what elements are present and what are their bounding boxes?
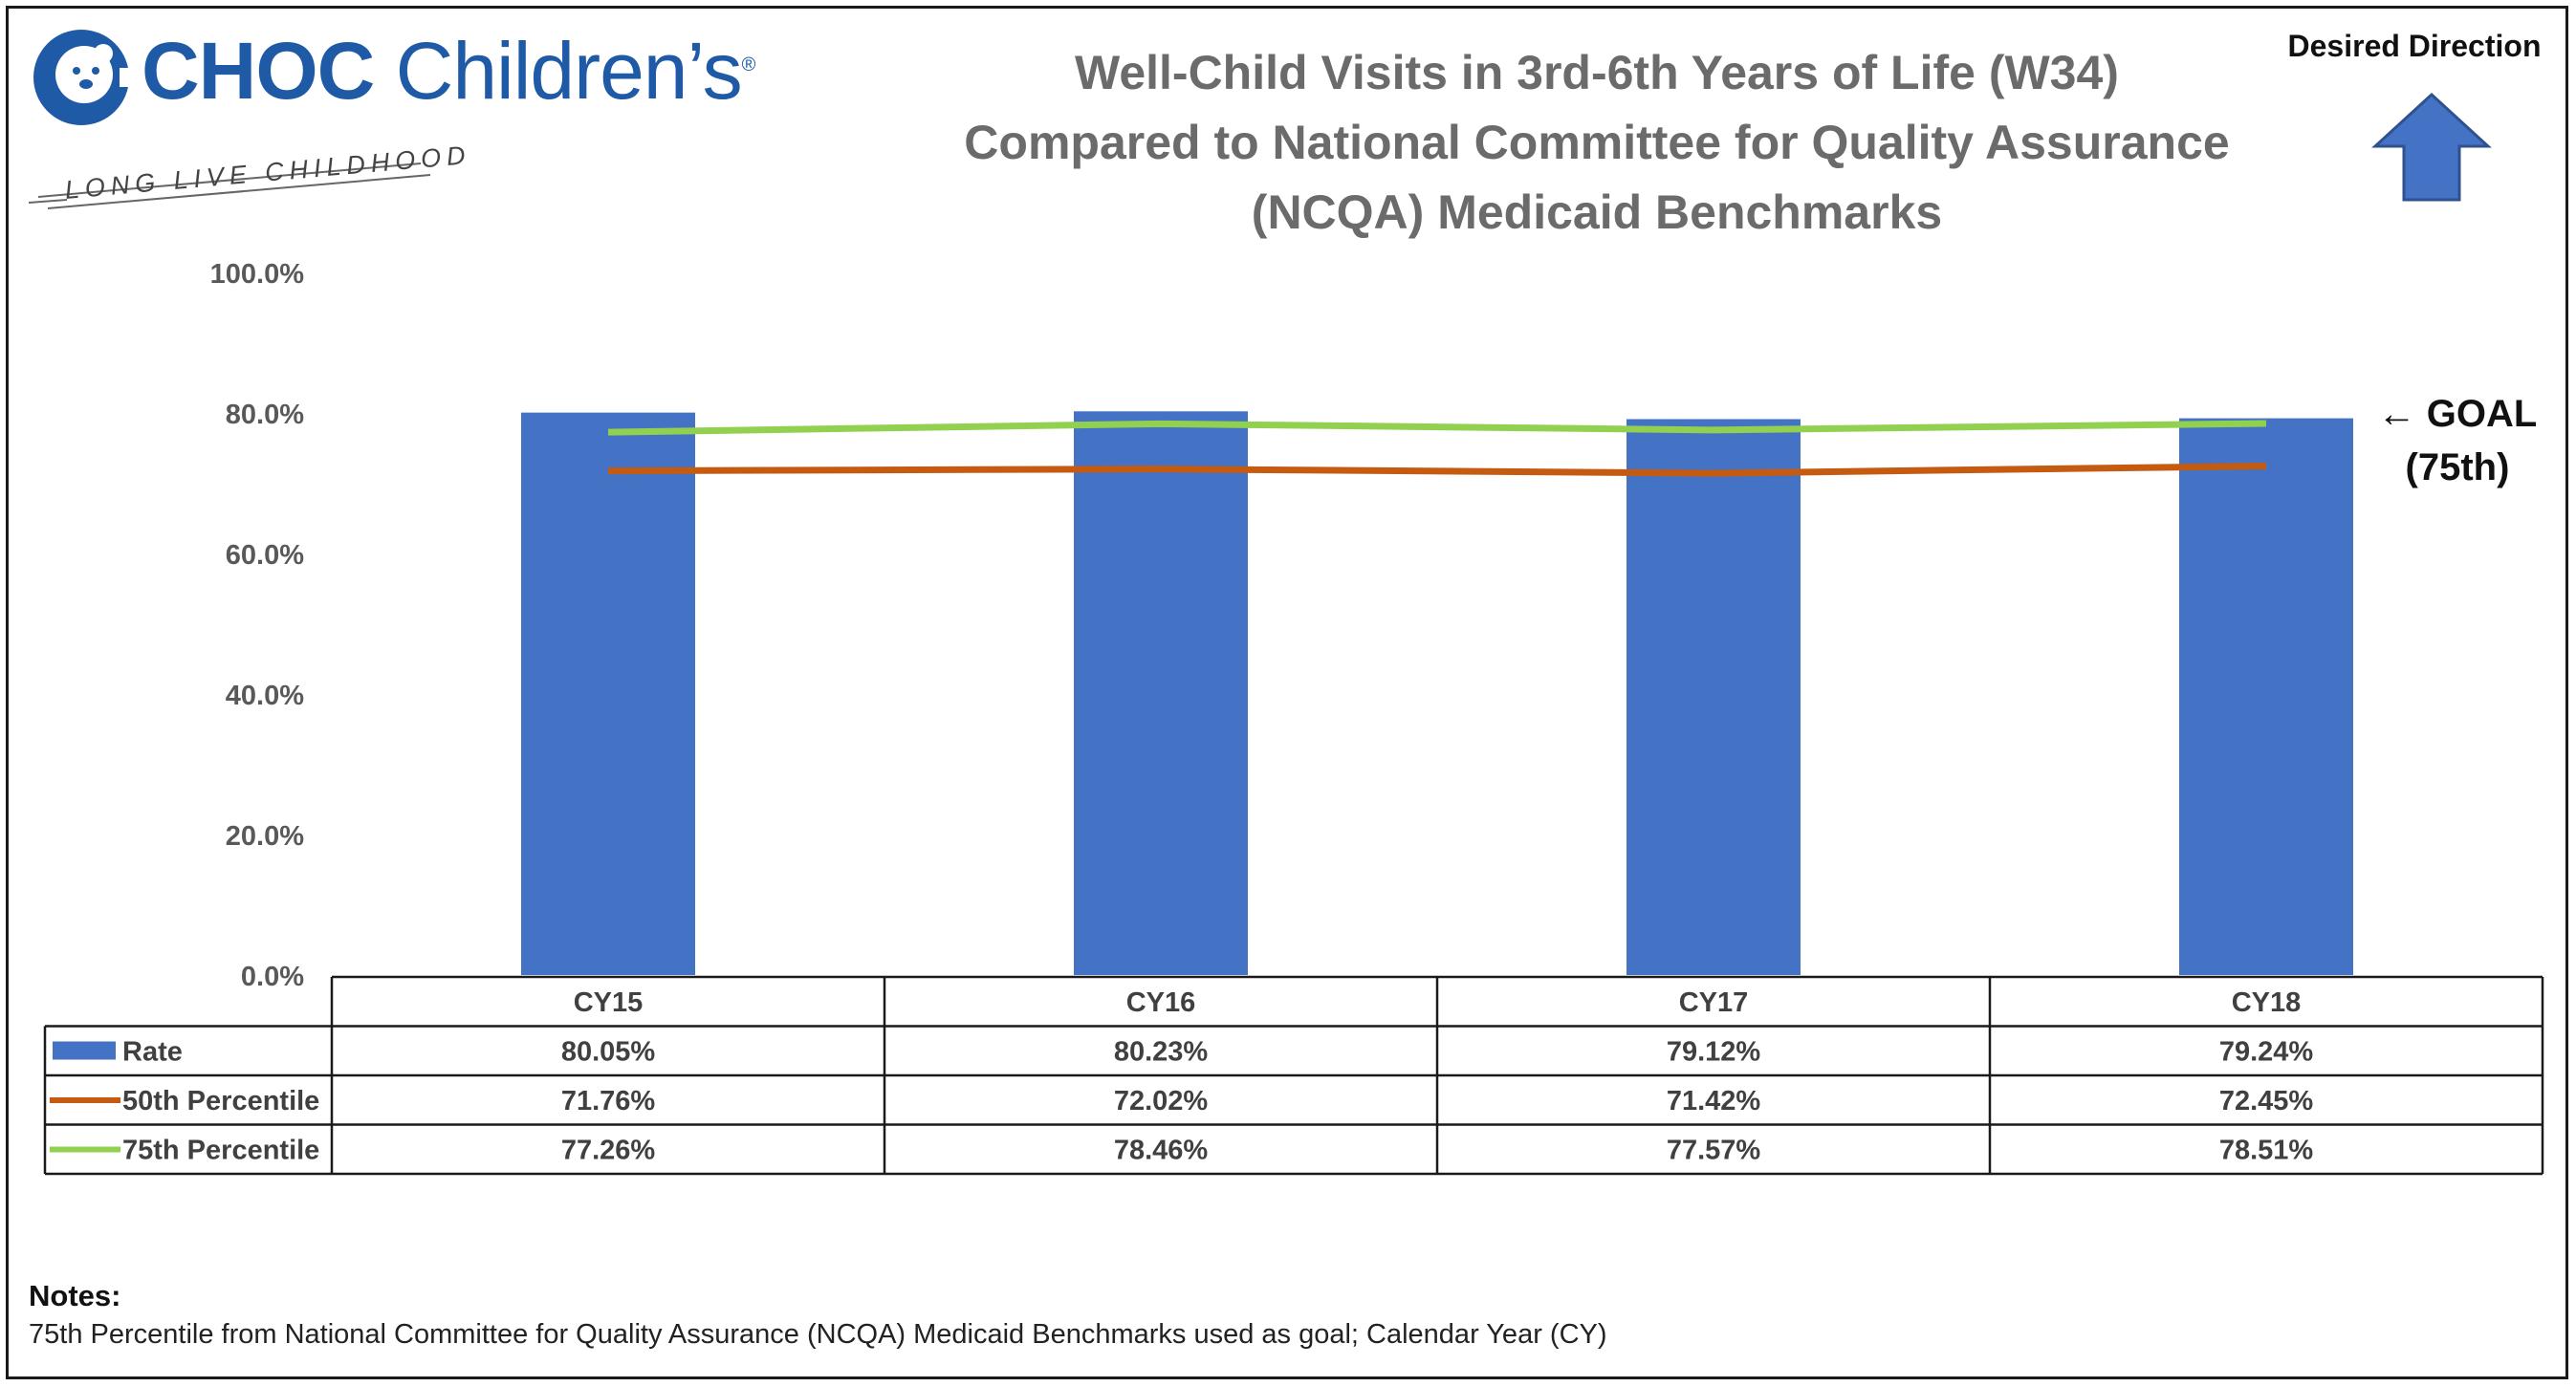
- y-tick-label: 80.0%: [226, 400, 304, 430]
- data-table-value: 71.42%: [1667, 1086, 1761, 1116]
- desired-direction-label: Desired Direction: [2287, 29, 2542, 63]
- y-tick-label: 40.0%: [226, 681, 304, 711]
- legend-label: 75th Percentile: [122, 1136, 319, 1166]
- data-table-value: 78.51%: [2219, 1136, 2314, 1166]
- data-table-value: 80.23%: [1114, 1037, 1209, 1068]
- brand-name: CHOC Children’s®: [142, 25, 756, 118]
- title-line-2: Compared to National Committee for Quali…: [964, 116, 2230, 169]
- data-table-value: 79.24%: [2219, 1037, 2314, 1068]
- brand-bold: CHOC: [142, 26, 375, 116]
- choc-logo: CHOC Children’s® LONG LIVE CHILDHOOD: [29, 15, 870, 226]
- x-category-label: CY15: [574, 987, 644, 1018]
- up-arrow-icon: [2371, 92, 2492, 202]
- y-tick-label: 100.0%: [210, 259, 305, 290]
- chart-plot: 0.0% 20.0% 40.0% 60.0% 80.0% 100.0% CY15 CY16 CY…: [43, 259, 2544, 1176]
- choc-bear-icon: [33, 30, 134, 125]
- y-tick-label: 20.0%: [226, 821, 304, 852]
- data-table-value: 78.46%: [1114, 1136, 1209, 1166]
- y-tick-label: 0.0%: [241, 962, 304, 992]
- title-line-1: Well-Child Visits in 3rd-6th Years of Li…: [1075, 46, 2119, 99]
- goal-annotation: ← GOAL (75th): [2362, 387, 2553, 494]
- rate-bar: [521, 412, 695, 975]
- data-table-value: 72.45%: [2219, 1086, 2314, 1116]
- legend-key-rate: [53, 1041, 116, 1060]
- legend-label: 50th Percentile: [122, 1086, 319, 1116]
- y-tick-label: 60.0%: [226, 540, 304, 571]
- rate-bar: [1626, 419, 1801, 975]
- notes-heading: Notes:: [29, 1279, 121, 1312]
- x-category-label: CY18: [2232, 987, 2302, 1018]
- notes-text: 75th Percentile from National Committee …: [29, 1319, 1607, 1350]
- goal-line-2: (75th): [2405, 446, 2510, 488]
- brand-mark: ®: [741, 54, 756, 76]
- data-table-value: 72.02%: [1114, 1086, 1209, 1116]
- title-line-3: (NCQA) Medicaid Benchmarks: [1251, 185, 1943, 239]
- chart-frame: [6, 6, 2568, 1379]
- legend-label: Rate: [122, 1037, 183, 1068]
- chart-title: Well-Child Visits in 3rd-6th Years of Li…: [841, 38, 2352, 248]
- data-table-value: 77.57%: [1667, 1136, 1761, 1166]
- p50-line: [607, 462, 2267, 477]
- data-table-value: 77.26%: [561, 1136, 656, 1166]
- data-table-value: 79.12%: [1667, 1037, 1761, 1068]
- brand-regular: Children’s: [395, 26, 743, 116]
- data-table-value: 80.05%: [561, 1037, 656, 1068]
- goal-line-1: ← GOAL: [2377, 393, 2538, 435]
- tagline-lines: [29, 163, 431, 209]
- x-category-label: CY16: [1126, 987, 1196, 1018]
- data-table-value: 71.76%: [561, 1086, 656, 1116]
- p75-line: [607, 420, 2267, 436]
- x-category-label: CY17: [1679, 987, 1749, 1018]
- rate-bar: [2179, 418, 2353, 975]
- rate-bar: [1074, 411, 1248, 975]
